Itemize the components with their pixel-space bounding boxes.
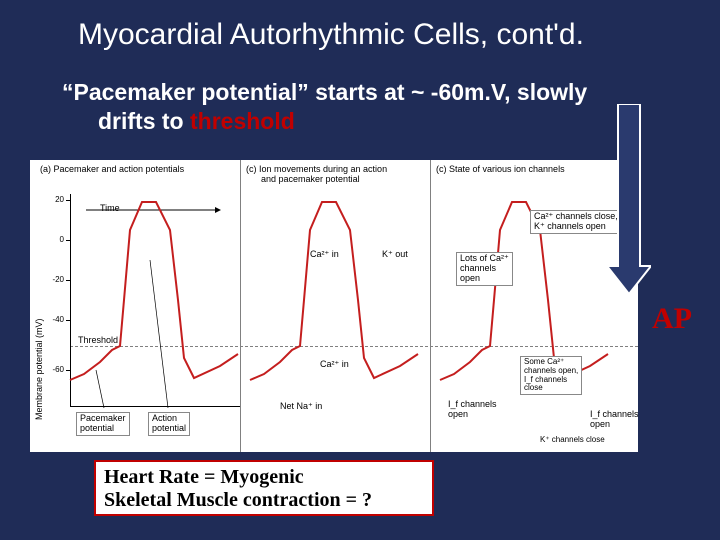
figure-label: Action potential [148, 412, 190, 436]
figure-label: K⁺ channels close [540, 436, 605, 445]
box-line1: Heart Rate = Myogenic [104, 466, 424, 489]
ap-label: AP [652, 302, 692, 336]
figure-label: Net Na⁺ in [280, 402, 322, 412]
figure-label: Ca²⁺ in [310, 250, 339, 260]
figure-label: Threshold [78, 336, 118, 346]
figure-label: Pacemaker potential [76, 412, 130, 436]
box-line2: Skeletal Muscle contraction = ? [104, 489, 424, 512]
figure-label: Ca²⁺ in [320, 360, 349, 370]
down-arrow [607, 104, 651, 299]
figure-label: Time [100, 204, 120, 214]
figure-label: K⁺ out [382, 250, 408, 260]
figure-label: I_f channels open [448, 400, 497, 420]
slide-title: Myocardial Autorhythmic Cells, cont'd. [78, 18, 584, 52]
slide-subtitle: “Pacemaker potential” starts at ~ -60m.V… [62, 78, 587, 136]
figure-label: I_f channels open [590, 410, 639, 430]
figure-label: Some Ca²⁺ channels open, I_f channels cl… [520, 356, 582, 395]
physiology-figure: 200-20-40-60Membrane potential (mV)(a) P… [30, 160, 638, 452]
figure-label: Lots of Ca²⁺ channels open [456, 252, 513, 286]
heart-rate-box: Heart Rate = MyogenicSkeletal Muscle con… [94, 460, 434, 516]
